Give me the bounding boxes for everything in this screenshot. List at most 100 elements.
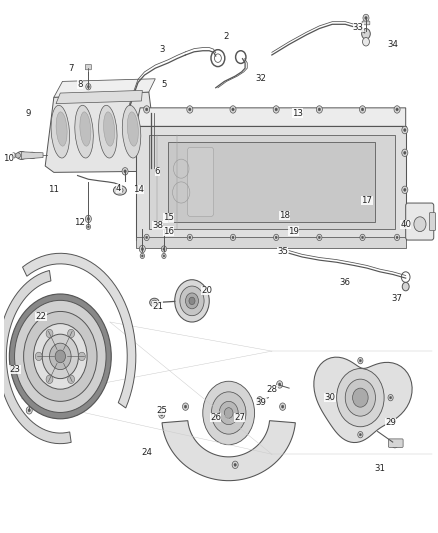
Circle shape <box>46 329 53 338</box>
Ellipse shape <box>113 185 127 195</box>
Circle shape <box>35 352 42 361</box>
Text: 2: 2 <box>224 32 229 41</box>
FancyBboxPatch shape <box>429 213 435 231</box>
Text: 6: 6 <box>155 167 160 176</box>
FancyBboxPatch shape <box>362 21 370 25</box>
Polygon shape <box>314 357 412 442</box>
Text: 21: 21 <box>152 302 163 311</box>
Circle shape <box>402 282 409 291</box>
Circle shape <box>318 236 320 239</box>
Circle shape <box>396 108 398 111</box>
Circle shape <box>219 401 238 425</box>
Circle shape <box>9 294 111 419</box>
Ellipse shape <box>103 112 115 146</box>
Circle shape <box>277 381 283 388</box>
Circle shape <box>183 403 188 410</box>
Circle shape <box>141 247 144 251</box>
Circle shape <box>395 234 399 240</box>
Circle shape <box>396 236 398 239</box>
Circle shape <box>88 226 89 228</box>
Circle shape <box>163 255 165 257</box>
Circle shape <box>275 108 277 111</box>
Polygon shape <box>45 92 157 172</box>
Circle shape <box>402 126 408 134</box>
Circle shape <box>230 106 236 113</box>
Circle shape <box>404 223 406 225</box>
Text: 24: 24 <box>141 448 152 457</box>
Text: 29: 29 <box>385 418 396 427</box>
Circle shape <box>26 407 32 414</box>
Text: 38: 38 <box>152 221 163 230</box>
Circle shape <box>345 379 375 416</box>
Circle shape <box>402 186 408 193</box>
Circle shape <box>163 248 165 251</box>
Circle shape <box>180 286 204 316</box>
Circle shape <box>359 359 361 362</box>
Ellipse shape <box>122 106 141 158</box>
Circle shape <box>159 411 165 418</box>
FancyBboxPatch shape <box>406 203 434 240</box>
Circle shape <box>55 350 66 363</box>
Text: 33: 33 <box>353 23 364 32</box>
Circle shape <box>404 151 406 154</box>
Circle shape <box>187 234 192 240</box>
Circle shape <box>394 106 400 113</box>
Circle shape <box>273 106 279 113</box>
Circle shape <box>404 188 406 191</box>
Ellipse shape <box>51 106 70 158</box>
Text: 10: 10 <box>3 154 14 163</box>
Text: 5: 5 <box>161 79 167 88</box>
Circle shape <box>232 236 234 239</box>
Circle shape <box>392 439 398 448</box>
Text: 9: 9 <box>25 109 31 118</box>
Circle shape <box>388 394 393 401</box>
Circle shape <box>361 236 364 239</box>
Text: 35: 35 <box>277 247 288 256</box>
Text: 22: 22 <box>35 312 46 321</box>
Circle shape <box>187 106 193 113</box>
Text: 39: 39 <box>256 399 266 407</box>
Ellipse shape <box>28 152 36 159</box>
Text: 32: 32 <box>255 74 267 83</box>
Circle shape <box>34 324 87 389</box>
Circle shape <box>189 297 195 304</box>
Circle shape <box>28 409 30 412</box>
Circle shape <box>189 236 191 239</box>
Circle shape <box>78 352 85 361</box>
Text: 8: 8 <box>77 79 82 88</box>
Circle shape <box>175 280 209 322</box>
Circle shape <box>328 394 333 401</box>
Circle shape <box>275 236 277 239</box>
Ellipse shape <box>80 112 91 146</box>
Circle shape <box>140 253 145 259</box>
Circle shape <box>232 108 234 111</box>
Text: 36: 36 <box>340 278 351 287</box>
Ellipse shape <box>152 300 157 305</box>
Circle shape <box>363 14 369 22</box>
Text: 31: 31 <box>374 464 385 473</box>
Circle shape <box>14 300 106 413</box>
Circle shape <box>87 217 90 220</box>
Circle shape <box>318 108 321 111</box>
Polygon shape <box>54 79 155 98</box>
Ellipse shape <box>11 153 16 158</box>
Circle shape <box>317 234 322 240</box>
Ellipse shape <box>17 151 26 159</box>
Circle shape <box>46 375 53 384</box>
Circle shape <box>161 246 166 252</box>
Circle shape <box>279 383 281 386</box>
Text: 16: 16 <box>163 227 174 236</box>
Polygon shape <box>22 253 136 408</box>
Ellipse shape <box>99 106 117 158</box>
Text: 30: 30 <box>325 393 336 402</box>
Circle shape <box>361 108 364 111</box>
Text: 34: 34 <box>387 40 398 49</box>
Circle shape <box>189 108 191 111</box>
Text: 18: 18 <box>279 211 290 220</box>
Circle shape <box>161 413 163 416</box>
Circle shape <box>24 311 97 401</box>
Polygon shape <box>136 126 406 240</box>
Text: 40: 40 <box>400 220 411 229</box>
Circle shape <box>212 392 246 434</box>
Circle shape <box>258 399 261 402</box>
